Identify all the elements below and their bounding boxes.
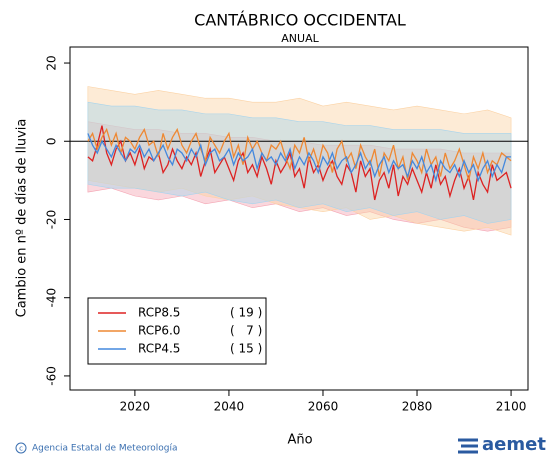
legend-count: ( 15 ) — [230, 342, 262, 356]
legend-label: RCP4.5 — [138, 342, 180, 356]
plot-frame — [69, 46, 529, 391]
svg-text:c: c — [19, 445, 23, 453]
series-line — [87, 127, 512, 181]
range-band — [87, 101, 512, 224]
legend-count: ( 7 ) — [230, 324, 262, 338]
y-tick-label: 0 — [45, 137, 59, 145]
y-tick-label: -40 — [45, 288, 59, 308]
x-tick-label: 2100 — [496, 400, 527, 414]
plot-area — [70, 86, 528, 236]
agency-name: Agencia Estatal de Meteorología — [32, 444, 178, 454]
legend-label: RCP8.5 — [138, 306, 180, 320]
legend-label: RCP6.0 — [138, 324, 180, 338]
x-tick-label: 2080 — [402, 400, 433, 414]
y-tick-label: -60 — [45, 366, 59, 386]
chart-subtitle: ANUAL — [281, 32, 319, 45]
legend-count: ( 19 ) — [230, 306, 262, 320]
chart-title: CANTÁBRICO OCCIDENTAL — [194, 11, 406, 30]
y-axis-label: Cambio en nº de días de lluvia — [15, 119, 30, 318]
y-tick-label: 20 — [45, 55, 59, 70]
logo-icon — [458, 438, 478, 454]
series-line — [87, 133, 512, 183]
x-tick-label: 2040 — [214, 400, 245, 414]
y-tick-label: -20 — [45, 210, 59, 230]
x-tick-label: 2060 — [308, 400, 339, 414]
logo-text: aemet — [482, 434, 546, 455]
agency-icon: c — [15, 442, 27, 454]
x-tick-label: 2020 — [120, 400, 151, 414]
x-axis-label: Año — [287, 433, 312, 448]
range-band — [87, 86, 512, 236]
